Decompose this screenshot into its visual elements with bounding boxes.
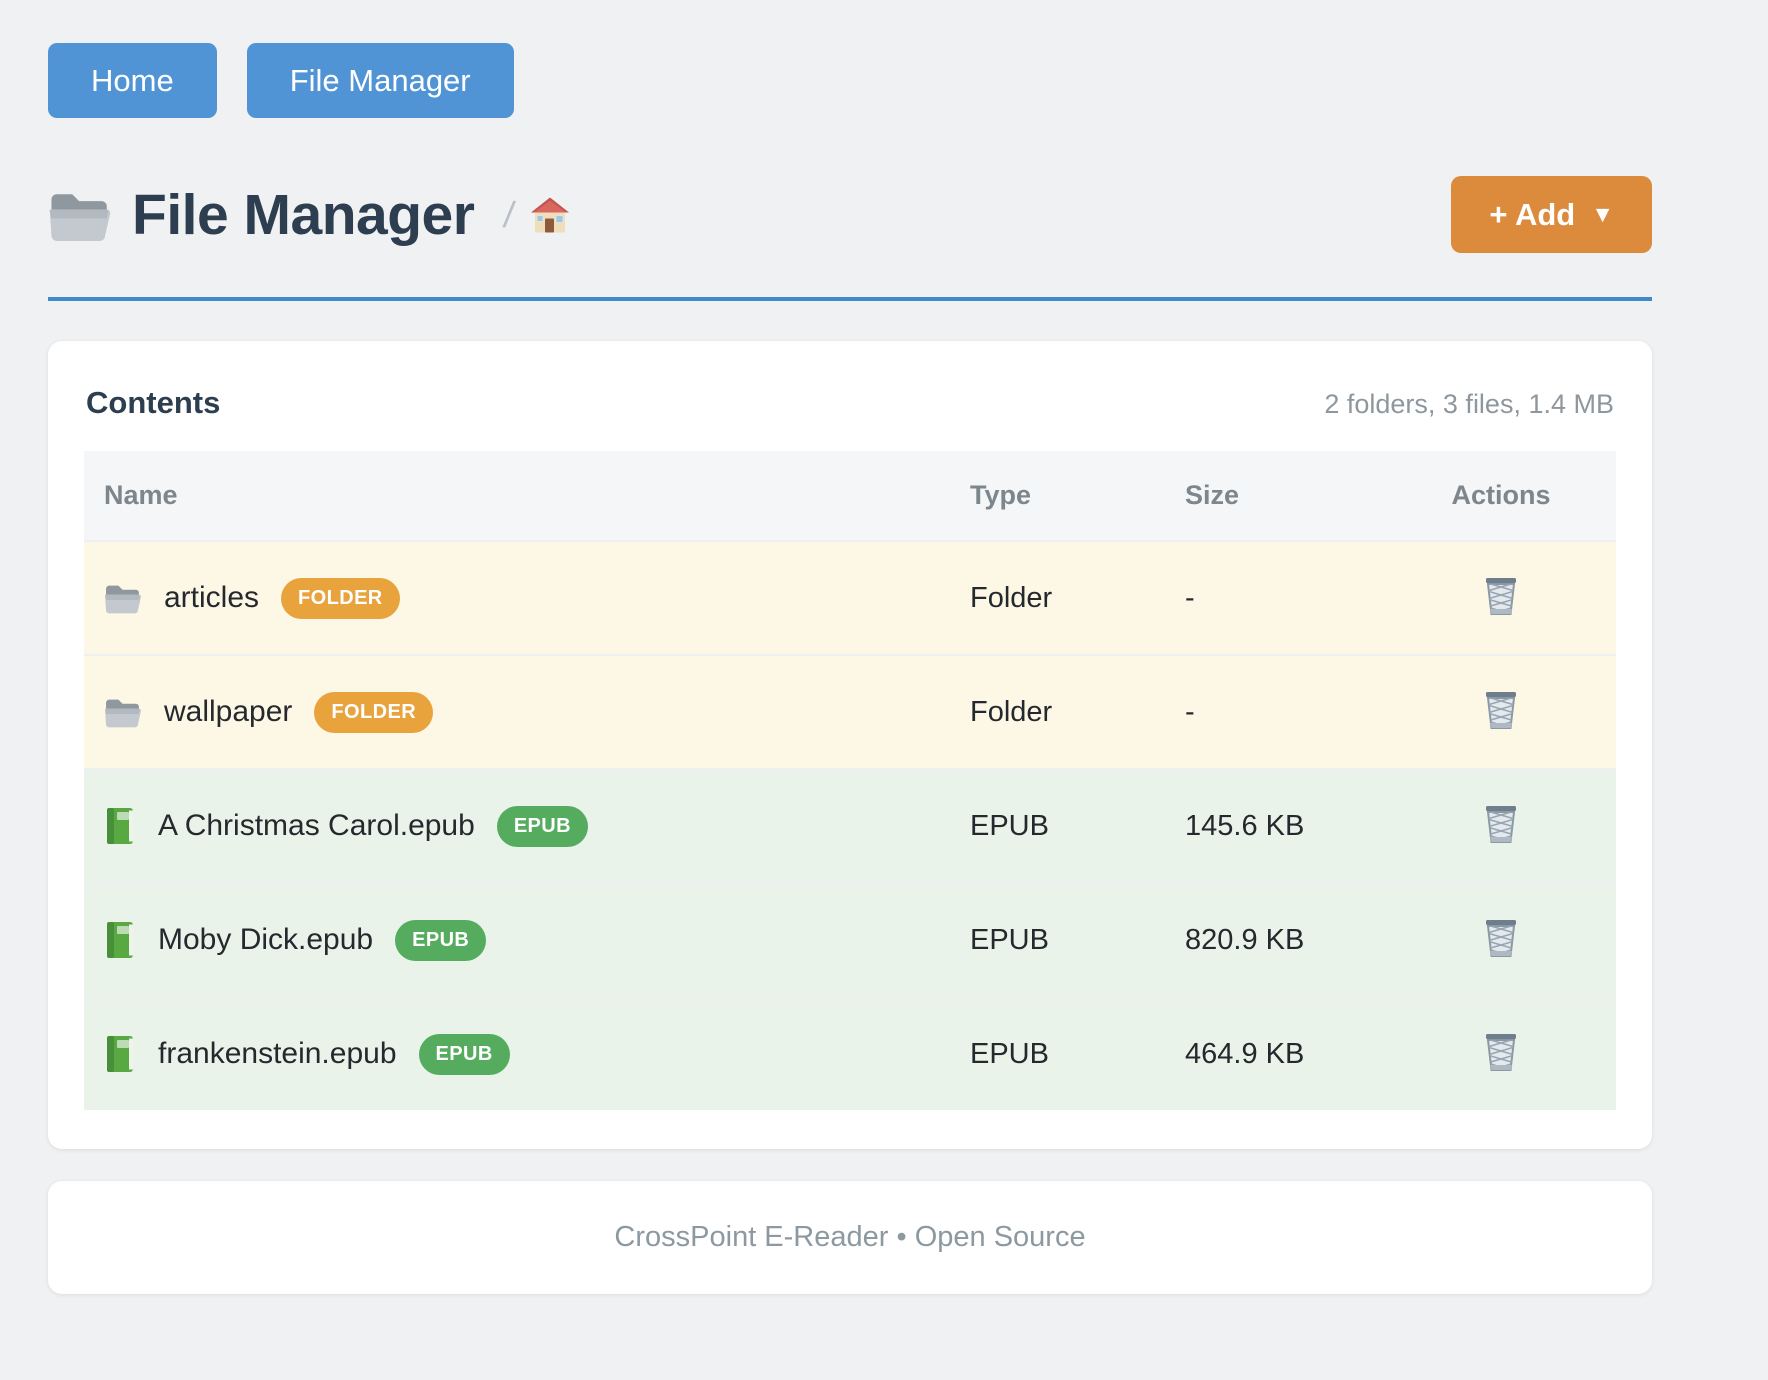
folder-icon [105,585,141,614]
trash-icon [1484,690,1518,730]
folder-icon [105,699,141,728]
contents-summary: 2 folders, 3 files, 1.4 MB [1324,389,1614,419]
add-button[interactable]: + Add ▼ [1451,176,1652,253]
type-badge: EPUB [496,805,588,847]
header-divider [48,297,1652,301]
table-row: frankenstein.epub EPUB EPUB 464.9 KB [84,997,1616,1110]
column-header-name: Name [84,451,950,541]
size-cell: - [1185,581,1195,614]
page: Home File Manager File Manager / + Add ▼… [48,0,1652,1294]
footer: CrossPoint E-Reader • Open Source [48,1181,1652,1294]
breadcrumb-home[interactable] [530,196,570,234]
contents-card-header: Contents 2 folders, 3 files, 1.4 MB [84,385,1616,421]
folder-icon [49,193,111,241]
book-icon [107,1036,133,1072]
contents-card: Contents 2 folders, 3 files, 1.4 MB Name… [48,341,1652,1149]
top-nav: Home File Manager [48,0,1652,118]
column-header-type: Type [950,451,1165,541]
delete-button[interactable] [1480,572,1522,620]
house-icon [530,196,570,233]
type-cell: Folder [970,581,1053,614]
page-title: File Manager [132,182,475,247]
type-cell: EPUB [970,809,1049,842]
type-cell: Folder [970,695,1053,728]
type-cell: EPUB [970,1037,1049,1070]
table-row: articles FOLDER Folder - [84,541,1616,655]
size-cell: 820.9 KB [1185,923,1305,956]
type-badge: FOLDER [281,577,400,619]
table-row: wallpaper FOLDER Folder - [84,655,1616,769]
delete-button[interactable] [1480,1028,1522,1076]
file-name-link[interactable]: frankenstein.epub [158,1037,397,1070]
table-row: A Christmas Carol.epub EPUB EPUB 145.6 K… [84,769,1616,883]
table-header-row: Name Type Size Actions [84,451,1616,541]
size-cell: 145.6 KB [1185,809,1305,842]
file-table: Name Type Size Actions articles FOLDER F… [84,451,1616,1110]
nav-button-file-manager[interactable]: File Manager [246,43,514,118]
book-icon [107,922,133,958]
file-name-link[interactable]: Moby Dick.epub [158,923,374,956]
column-header-actions: Actions [1386,451,1616,541]
type-badge: EPUB [418,1033,510,1075]
delete-button[interactable] [1480,914,1522,962]
file-name-link[interactable]: A Christmas Carol.epub [158,809,475,842]
book-icon [107,808,133,844]
page-header: File Manager / + Add ▼ [48,176,1652,253]
trash-icon [1484,576,1518,616]
delete-button[interactable] [1480,686,1522,734]
file-name-link[interactable]: wallpaper [164,695,293,728]
table-body: articles FOLDER Folder - wallpaper FOLDE… [84,541,1616,1110]
type-badge: EPUB [395,919,487,961]
type-badge: FOLDER [314,691,434,733]
trash-icon [1484,1032,1518,1072]
delete-button[interactable] [1480,800,1522,848]
breadcrumb-separator: / [501,193,518,235]
footer-text: CrossPoint E-Reader • Open Source [614,1221,1086,1253]
caret-down-icon: ▼ [1591,201,1614,227]
trash-icon [1484,804,1518,844]
type-cell: EPUB [970,923,1049,956]
trash-icon [1484,918,1518,958]
size-cell: 464.9 KB [1185,1037,1305,1070]
table-row: Moby Dick.epub EPUB EPUB 820.9 KB [84,883,1616,997]
add-button-label: + Add [1489,196,1576,232]
contents-title: Contents [86,385,221,420]
size-cell: - [1185,695,1195,728]
column-header-size: Size [1165,451,1386,541]
file-name-link[interactable]: articles [164,581,260,614]
nav-button-home[interactable]: Home [48,43,217,118]
